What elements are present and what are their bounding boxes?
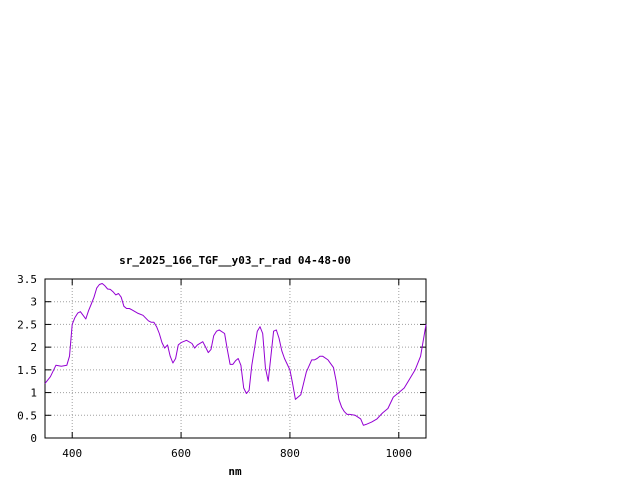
- y-tick-label: 0.5: [17, 409, 37, 422]
- y-tick-label: 2: [30, 341, 37, 354]
- x-tick-label: 800: [280, 447, 300, 460]
- x-tick-label: 1000: [386, 447, 413, 460]
- plot-area-border: [44, 278, 427, 439]
- y-tick-label: 1: [30, 387, 37, 400]
- y-tick-label: 2.5: [17, 318, 37, 331]
- y-tick-label: 0: [30, 432, 37, 445]
- x-axis-label: nm: [228, 465, 242, 478]
- axis-ticks: [45, 278, 426, 439]
- series-line: [44, 283, 427, 426]
- y-tick-label: 1.5: [17, 364, 37, 377]
- y-tick-label: 3.5: [17, 273, 37, 286]
- x-tick-label: 400: [62, 447, 82, 460]
- grid-lines: [45, 279, 426, 438]
- tick-labels: 0 0.5 1 1.5 2 2.5 3 3.5 400 600 800 1000: [17, 273, 412, 460]
- x-tick-label: 600: [171, 447, 191, 460]
- series-layer: [44, 283, 427, 426]
- chart-title: sr_2025_166_TGF__y03_r_rad 04-48-00: [119, 254, 351, 267]
- y-tick-label: 3: [30, 296, 37, 309]
